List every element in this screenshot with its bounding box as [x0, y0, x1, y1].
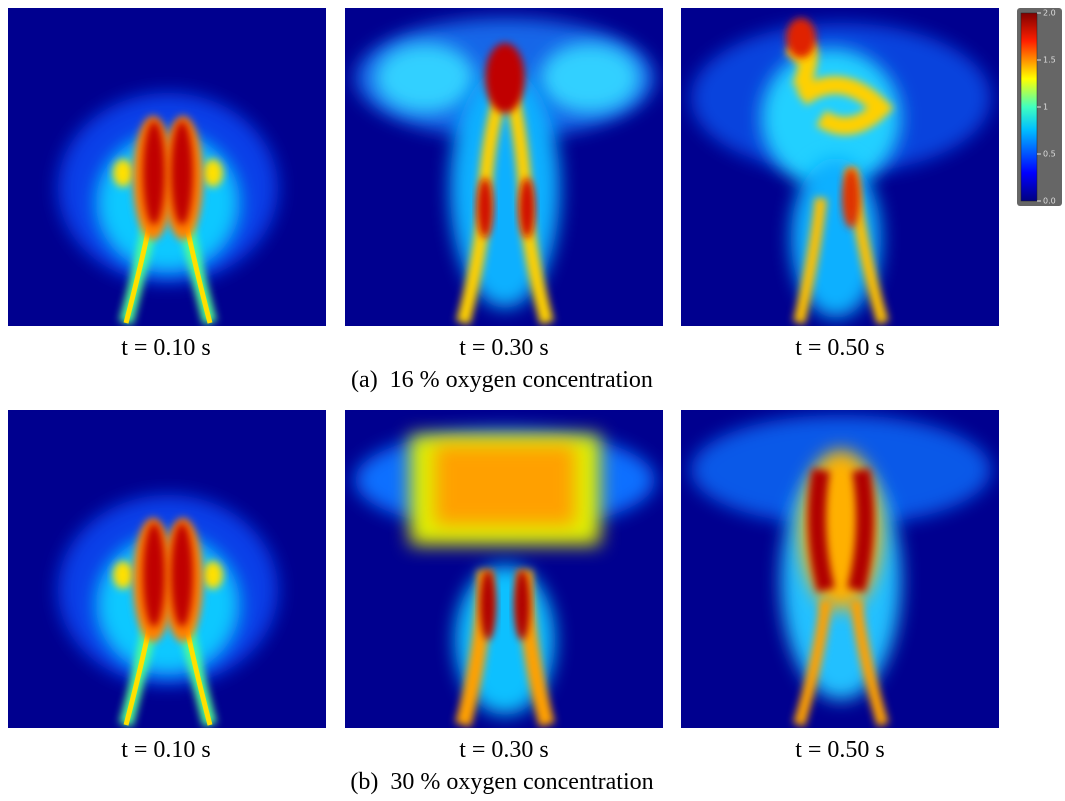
panel-image: [8, 8, 326, 326]
panel-label: t = 0.50 s: [795, 335, 885, 361]
caption: (b) 30 % oxygen concentration: [350, 769, 653, 795]
panel-image: [681, 410, 999, 728]
colorbar-tick-label: 0.0: [1043, 197, 1056, 206]
colorbar-tick-label: 1: [1043, 103, 1048, 112]
caption: (a) 16 % oxygen concentration: [351, 367, 653, 393]
panel-label: t = 0.30 s: [459, 335, 549, 361]
colorbar: 0.0 0.5 1 1.5 2.0: [1017, 8, 1062, 206]
colorbar-tick-label: 2.0: [1043, 9, 1056, 18]
panel-image: [345, 8, 663, 326]
colorbar-tick-label: 1.5: [1043, 56, 1056, 65]
panel-label: t = 0.10 s: [121, 335, 211, 361]
panel-image: [345, 410, 663, 728]
panel-label: t = 0.10 s: [121, 737, 211, 763]
panel-label: t = 0.50 s: [795, 737, 885, 763]
panel-image: [8, 410, 326, 728]
figure: t = 0.10 s t = 0.30 s t = 0.50 s (a) 16 …: [0, 0, 1065, 801]
panel-image: [681, 8, 999, 326]
panel-label: t = 0.30 s: [459, 737, 549, 763]
colorbar-tick-label: 0.5: [1043, 150, 1056, 159]
